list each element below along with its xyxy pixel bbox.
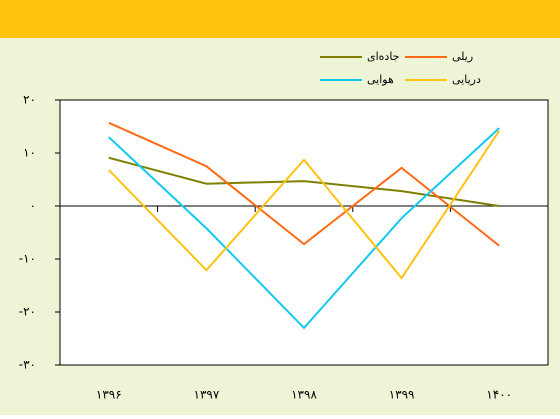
y-tick-label: ۰ xyxy=(30,199,36,213)
series-line xyxy=(108,121,500,247)
x-tick-label: ۱۳۹۸ xyxy=(291,388,317,402)
plot-area xyxy=(59,99,549,366)
y-tick-label: -۱۰ xyxy=(19,252,36,266)
x-tick-label: ۱۴۰۰ xyxy=(486,388,512,402)
header-bar xyxy=(0,0,560,38)
x-tick-label: ۱۳۹۹ xyxy=(389,388,415,402)
y-tick-label: ۱۰ xyxy=(23,146,36,160)
legend-label: ریلی xyxy=(452,50,473,63)
series-line xyxy=(108,156,500,207)
x-tick-label: ۱۳۹۷ xyxy=(194,388,220,402)
y-tick-label: -۳۰ xyxy=(19,358,36,372)
y-tick-label: ۲۰ xyxy=(23,93,36,107)
legend-label: دریایی xyxy=(452,73,481,86)
series-line xyxy=(108,127,500,330)
legend-label: جاده‌ای xyxy=(367,50,399,63)
y-tick-label: -۲۰ xyxy=(19,305,36,319)
legend-label: هوایی xyxy=(367,73,394,86)
series-line xyxy=(108,130,501,280)
x-tick-label: ۱۳۹۶ xyxy=(96,388,122,402)
